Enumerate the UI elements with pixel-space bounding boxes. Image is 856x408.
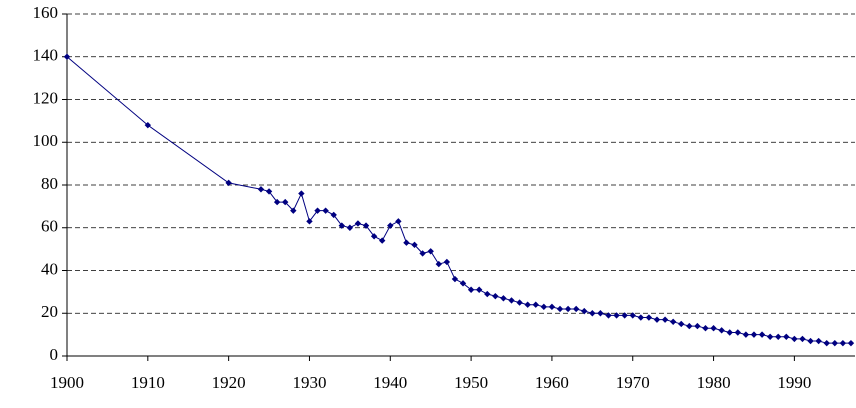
data-point xyxy=(718,327,725,334)
y-tick-label: 60 xyxy=(41,217,58,236)
data-point xyxy=(661,316,669,323)
data-point xyxy=(451,275,459,283)
data-point xyxy=(225,179,232,187)
data-point xyxy=(629,312,636,319)
data-point xyxy=(799,335,806,343)
data-point xyxy=(847,339,855,347)
data-point xyxy=(346,224,354,231)
data-point xyxy=(524,301,531,308)
x-tick-label: 1960 xyxy=(535,373,569,392)
data-point xyxy=(298,190,305,197)
data-point xyxy=(427,248,434,255)
data-point xyxy=(282,198,289,206)
data-point xyxy=(694,322,701,330)
data-point xyxy=(710,325,717,332)
y-tick-label: 140 xyxy=(33,46,59,65)
data-point xyxy=(144,121,152,129)
data-point xyxy=(492,292,499,300)
data-point xyxy=(395,218,402,225)
data-point xyxy=(556,305,564,313)
y-tick-label: 40 xyxy=(41,259,58,278)
data-point xyxy=(354,220,362,227)
data-point xyxy=(734,329,742,336)
data-point xyxy=(257,186,265,193)
data-point xyxy=(532,301,539,308)
data-point xyxy=(548,303,556,311)
data-point xyxy=(411,241,418,249)
x-tick-label: 1930 xyxy=(292,373,326,392)
y-tick-label: 80 xyxy=(41,174,58,193)
data-point xyxy=(508,297,515,304)
data-point xyxy=(419,250,426,257)
x-tick-label: 1900 xyxy=(50,373,84,392)
data-point xyxy=(613,312,620,319)
data-point xyxy=(589,310,596,317)
data-point xyxy=(645,314,653,321)
data-point xyxy=(540,303,548,311)
x-tick-label: 1910 xyxy=(131,373,165,392)
data-point xyxy=(766,333,774,340)
data-point xyxy=(564,305,572,313)
data-point xyxy=(63,53,71,60)
data-point xyxy=(290,207,297,214)
data-point xyxy=(475,286,483,293)
data-point xyxy=(467,286,475,293)
data-point xyxy=(783,333,790,340)
data-point xyxy=(807,337,814,345)
x-tick-label: 1970 xyxy=(616,373,650,392)
data-point xyxy=(306,218,313,225)
data-point xyxy=(831,339,838,347)
data-point xyxy=(742,331,750,338)
data-point xyxy=(823,339,830,347)
data-point xyxy=(653,316,661,323)
data-point xyxy=(459,280,467,287)
data-point xyxy=(484,290,491,298)
data-point xyxy=(387,222,394,229)
data-point xyxy=(443,258,451,266)
x-tick-label: 1950 xyxy=(454,373,488,392)
data-point xyxy=(621,312,628,319)
data-point xyxy=(572,305,580,313)
data-point xyxy=(637,314,645,321)
data-point xyxy=(314,207,321,214)
x-tick-label: 1940 xyxy=(373,373,407,392)
data-point xyxy=(265,188,273,195)
data-point xyxy=(435,260,442,268)
data-point xyxy=(379,237,386,244)
data-point xyxy=(678,320,685,328)
data-point xyxy=(403,239,410,246)
data-point xyxy=(702,325,709,332)
data-point xyxy=(322,207,329,214)
data-point xyxy=(330,211,337,219)
y-tick-label: 160 xyxy=(33,3,59,22)
data-point xyxy=(581,307,588,315)
data-point xyxy=(758,331,766,338)
x-tick-label: 1980 xyxy=(697,373,731,392)
data-point xyxy=(669,318,677,325)
data-point xyxy=(815,337,822,345)
data-point xyxy=(370,233,378,240)
data-point xyxy=(273,198,281,206)
data-point xyxy=(839,339,847,347)
y-tick-label: 0 xyxy=(50,345,59,364)
data-point xyxy=(362,222,370,229)
y-tick-label: 20 xyxy=(41,302,58,321)
data-point xyxy=(686,322,693,330)
data-point xyxy=(516,299,523,306)
x-tick-label: 1920 xyxy=(212,373,246,392)
data-point xyxy=(726,329,733,336)
data-point xyxy=(791,335,798,343)
y-tick-label: 100 xyxy=(33,131,59,150)
y-tick-label: 120 xyxy=(33,88,59,107)
data-point xyxy=(500,295,507,302)
data-point xyxy=(338,222,345,229)
data-point xyxy=(775,333,782,340)
x-tick-label: 1990 xyxy=(777,373,811,392)
data-point xyxy=(597,310,604,317)
data-point xyxy=(605,312,612,319)
data-point xyxy=(750,331,758,338)
